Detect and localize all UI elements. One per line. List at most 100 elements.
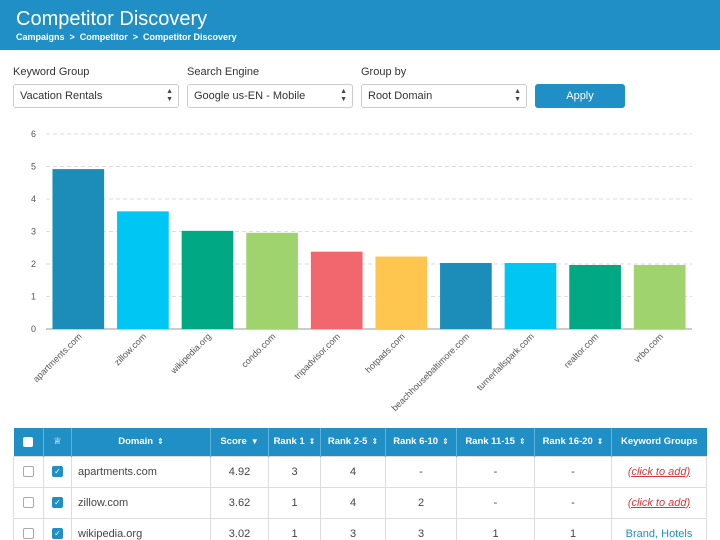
col-domain[interactable]: Domain ⇕: [71, 428, 211, 456]
table-row: ✓ zillow.com 3.62 1 4 2 - - (click to ad…: [13, 486, 707, 519]
keyword-group-label: Keyword Group: [13, 66, 90, 78]
keyword-groups-cell: (click to add): [611, 455, 707, 488]
rank2-5-cell: 3: [320, 517, 386, 540]
sort-icon[interactable]: ⇕: [308, 437, 316, 447]
x-tick-label: beachhousebaltimore.com: [390, 331, 472, 413]
bar-turnerfallspark.com: [504, 263, 557, 329]
row-select-checkbox[interactable]: [13, 517, 44, 540]
breadcrumb-separator: >: [132, 32, 139, 42]
col-rank16-20-label: Rank 16-20: [542, 436, 593, 448]
add-keyword-group-link[interactable]: (click to add): [627, 465, 691, 478]
x-tick-label: vrbo.com: [632, 331, 665, 364]
col-score-label: Score: [220, 436, 247, 448]
y-tick-label: 1: [31, 292, 36, 302]
row-track-checkbox[interactable]: ✓: [43, 517, 72, 540]
col-rank2-5-label: Rank 2-5: [327, 436, 368, 448]
bar-realtor.com: [569, 264, 621, 329]
rank6-10-cell: 2: [385, 486, 457, 519]
bar-vrbo.com: [633, 264, 686, 329]
bar-hotpads.com: [375, 256, 428, 329]
col-rank16-20[interactable]: Rank 16-20 ⇕: [534, 428, 612, 456]
keyword-group-value: Vacation Rentals: [20, 90, 103, 102]
score-bar-chart: 0 1 2 3 4 5 6 apartments.com zillow.com wikipedia…: [31, 129, 692, 413]
x-tick-label: turnerfallspark.com: [475, 331, 536, 392]
col-rank2-5[interactable]: Rank 2-5 ⇕: [320, 428, 386, 456]
table-row: ✓ wikipedia.org 3.02 1 3 3 1 1 Brand, Ho…: [13, 517, 707, 540]
keyword-groups-cell: (click to add): [611, 486, 707, 519]
select-arrows-icon: ▲ ▼: [340, 88, 347, 103]
y-tick-label: 2: [31, 259, 36, 269]
sort-icon[interactable]: ⇕: [157, 437, 164, 447]
select-arrows-icon: ▲ ▼: [166, 88, 173, 103]
keyword-group-select[interactable]: Vacation Rentals ▲ ▼: [13, 84, 179, 108]
breadcrumb: Campaigns > Competitor > Competitor Discover…: [16, 32, 237, 42]
bar-zillow.com: [117, 211, 169, 329]
x-tick-label: wikipedia.org: [168, 331, 213, 376]
score-cell: 3.62: [210, 486, 269, 519]
rank2-5-cell: 4: [320, 455, 386, 488]
x-tick-label: zillow.com: [112, 331, 148, 367]
select-all-checkbox[interactable]: [13, 428, 44, 456]
x-tick-label: realtor.com: [562, 331, 601, 370]
col-rank1-label: Rank 1: [273, 436, 305, 448]
add-keyword-group-link[interactable]: (click to add): [627, 496, 691, 509]
apply-button[interactable]: Apply: [535, 84, 625, 108]
breadcrumb-competitor[interactable]: Competitor: [79, 32, 128, 42]
rank1-cell: 1: [268, 517, 321, 540]
breadcrumb-current: Competitor Discovery: [143, 32, 237, 42]
rank16-20-cell: -: [534, 455, 612, 488]
rank16-20-cell: 1: [534, 517, 612, 540]
x-tick-label: hotpads.com: [363, 331, 407, 375]
breadcrumb-separator: >: [69, 32, 75, 42]
col-domain-label: Domain: [118, 436, 154, 448]
x-tick-label: tripadvisor.com: [292, 331, 342, 381]
col-score[interactable]: Score ▼: [210, 428, 269, 456]
search-engine-label: Search Engine: [187, 66, 260, 78]
row-track-checkbox[interactable]: ✓: [43, 455, 72, 488]
x-tick-label: apartments.com: [31, 331, 84, 384]
row-track-checkbox[interactable]: ✓: [43, 486, 72, 519]
rank11-15-cell: -: [456, 455, 535, 488]
bar-apartments.com: [52, 169, 105, 329]
breadcrumb-campaigns[interactable]: Campaigns: [16, 32, 65, 42]
table-header-row: ♕ Domain ⇕ Score ▼ Rank 1 ⇕ Rank 2-5 ⇕ Rank …: [13, 428, 707, 456]
col-rank6-10[interactable]: Rank 6-10 ⇕: [385, 428, 457, 456]
sort-icon[interactable]: ⇕: [442, 437, 449, 447]
y-tick-label: 6: [31, 129, 36, 139]
group-by-value: Root Domain: [368, 90, 433, 102]
bar-wikipedia.org: [181, 230, 234, 329]
col-rank1[interactable]: Rank 1 ⇕: [268, 428, 321, 456]
page-header: Competitor Discovery Campaigns > Competito…: [0, 0, 720, 50]
keyword-groups-link[interactable]: Brand, Hotels: [625, 527, 693, 540]
sort-icon[interactable]: ⇕: [371, 437, 379, 447]
col-rank11-15-label: Rank 11-15: [465, 436, 515, 448]
search-engine-value: Google us-EN - Mobile: [194, 90, 306, 102]
y-tick-label: 4: [31, 194, 36, 204]
domain-cell: apartments.com: [71, 455, 211, 488]
domain-cell: zillow.com: [71, 486, 211, 519]
domain-cell: wikipedia.org: [71, 517, 211, 540]
bar-beachhousebaltimore.com: [440, 263, 492, 329]
sort-desc-icon[interactable]: ▼: [250, 437, 259, 447]
y-tick-label: 5: [31, 162, 36, 172]
competitor-table: ♕ Domain ⇕ Score ▼ Rank 1 ⇕ Rank 2-5 ⇕ Rank …: [13, 428, 707, 540]
y-tick-label: 0: [31, 324, 36, 334]
col-keyword-groups: Keyword Groups: [611, 428, 707, 456]
score-cell: 3.02: [210, 517, 269, 540]
col-rank6-10-label: Rank 6-10: [393, 436, 439, 448]
rank16-20-cell: -: [534, 486, 612, 519]
sort-icon[interactable]: ⇕: [518, 437, 526, 447]
x-tick-label: condo.com: [239, 331, 277, 369]
bar-condo.com: [246, 232, 298, 329]
keyword-groups-cell: Brand, Hotels: [611, 517, 707, 540]
group-by-select[interactable]: Root Domain ▲ ▼: [361, 84, 527, 108]
search-engine-select[interactable]: Google us-EN - Mobile ▲ ▼: [187, 84, 353, 108]
rank11-15-cell: -: [456, 486, 535, 519]
table-row: ✓ apartments.com 4.92 3 4 - - - (click t…: [13, 455, 707, 488]
rank2-5-cell: 4: [320, 486, 386, 519]
col-rank11-15[interactable]: Rank 11-15 ⇕: [456, 428, 535, 456]
row-select-checkbox[interactable]: [13, 486, 44, 519]
row-select-checkbox[interactable]: [13, 455, 44, 488]
sort-icon[interactable]: ⇕: [596, 437, 604, 447]
bar-tripadvisor.com: [310, 251, 363, 329]
